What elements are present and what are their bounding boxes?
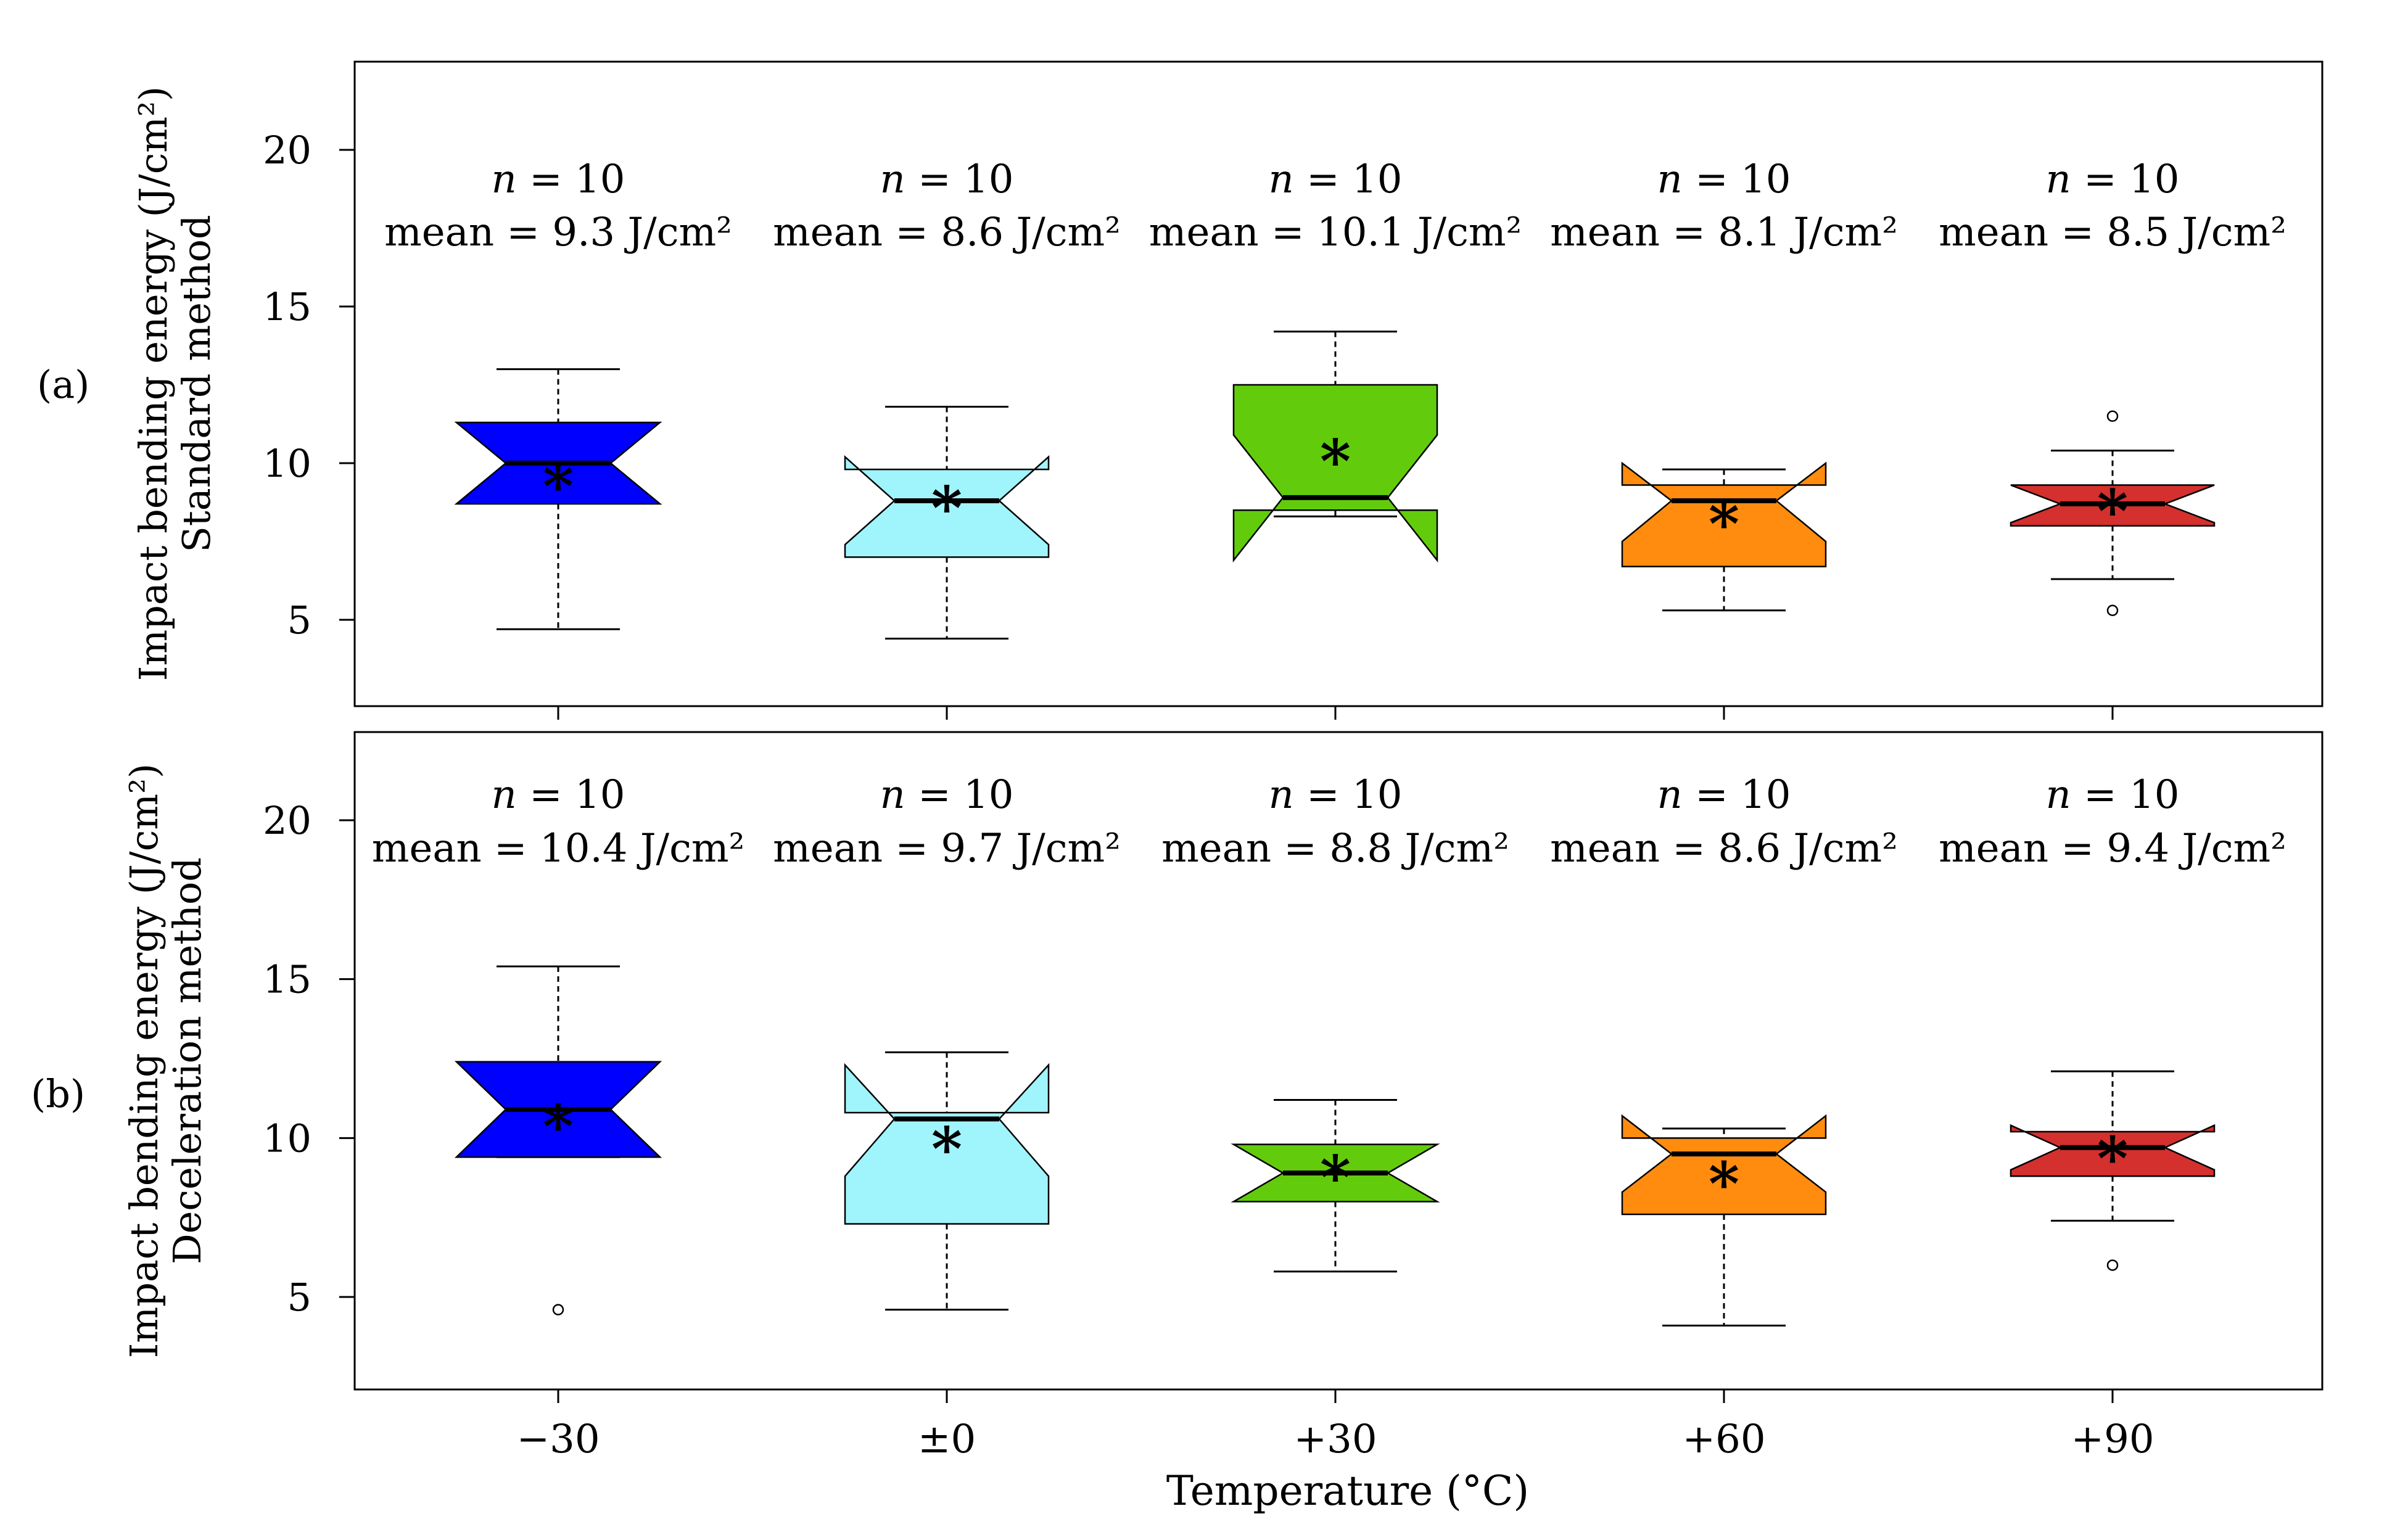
panel-a-groups: n = 10 mean = 9.3 J/cm² * n = 10 mean = 8.6 … <box>384 157 2286 640</box>
panel-a-mean-marker-5: * <box>2097 477 2128 546</box>
panel-a-mean-marker-2: * <box>931 474 962 543</box>
panel-b-n-label-5: n = 10 <box>2046 772 2180 818</box>
panel-a-mean-label-1: mean = 9.3 J/cm² <box>384 210 732 255</box>
xtick-label-1: −30 <box>516 1417 600 1462</box>
panel-b-group-3: n = 10 mean = 8.8 J/cm² * <box>1161 772 1509 1273</box>
panel-b-y-axis: 5 10 15 20 <box>263 798 355 1320</box>
xtick-label-2: ±0 <box>918 1417 976 1462</box>
panel-a-mean-label-5: mean = 8.5 J/cm² <box>1939 210 2286 255</box>
panel-b-mean-marker-5: * <box>2097 1124 2128 1193</box>
panel-a-outlier-5-1 <box>2106 604 2119 617</box>
panel-b-label: (b) <box>31 1071 85 1116</box>
panel-a-n-label-2: n = 10 <box>880 157 1014 202</box>
panel-a-box-2 <box>844 455 1050 558</box>
xtick-label-3: +30 <box>1293 1417 1377 1462</box>
panel-a-mean-marker-4: * <box>1709 490 1739 559</box>
panel-b-mean-label-3: mean = 8.8 J/cm² <box>1161 826 1509 871</box>
panel-b-mean-marker-2: * <box>931 1114 962 1184</box>
panel-a-ylabel-line1: Impact bending energy (J/cm²) <box>131 86 176 681</box>
panel-a-n-label-4: n = 10 <box>1657 157 1791 202</box>
panel-b-n-label-3: n = 10 <box>1269 772 1403 818</box>
xtick-label-4: +60 <box>1682 1417 1765 1462</box>
panel-a-n-label-1: n = 10 <box>492 157 625 202</box>
panel-a-mean-marker-3: * <box>1320 427 1351 496</box>
panel-a-ytick-label-15: 15 <box>263 284 311 329</box>
panel-b-outlier-1-1 <box>552 1304 564 1315</box>
panel-b: 5 10 15 20 Impact bending energy (J/cm²) De… <box>31 731 2323 1391</box>
panel-a-group-4: n = 10 mean = 8.1 J/cm² * <box>1550 157 1898 612</box>
panel-b-group-4: n = 10 mean = 8.6 J/cm² * <box>1550 772 1898 1327</box>
panel-b-group-5: n = 10 mean = 9.4 J/cm² * <box>1939 772 2286 1271</box>
panel-b-mean-marker-3: * <box>1320 1143 1351 1212</box>
panel-a-mean-label-4: mean = 8.1 J/cm² <box>1550 210 1898 255</box>
panel-a-mean-marker-1: * <box>543 452 574 522</box>
panel-b-ytick-label-20: 20 <box>263 798 311 843</box>
panel-b-n-label-1: n = 10 <box>492 772 625 818</box>
panel-b-ytick-label-5: 5 <box>287 1275 311 1320</box>
panel-a-outlier-5-2 <box>2106 410 2119 422</box>
panel-a-n-label-5: n = 10 <box>2046 157 2180 202</box>
x-axis: −30 ±0 +30 +60 +90 <box>516 706 2154 1462</box>
panel-b-ytick-label-10: 10 <box>263 1116 311 1161</box>
panel-b-ylabel-line1: Impact bending energy (J/cm²) <box>122 763 167 1358</box>
panel-b-mean-label-5: mean = 9.4 J/cm² <box>1939 826 2286 871</box>
panel-a-box-4 <box>1621 461 1827 567</box>
panel-b-n-label-4: n = 10 <box>1657 772 1791 818</box>
panel-b-group-2: n = 10 mean = 9.7 J/cm² * <box>773 772 1121 1311</box>
panel-a-mean-label-2: mean = 8.6 J/cm² <box>773 210 1121 255</box>
panel-a-group-3: n = 10 mean = 10.1 J/cm² * <box>1149 157 1522 563</box>
panel-b-n-label-2: n = 10 <box>880 772 1014 818</box>
panel-a-ylabel-line2: Standard method <box>174 215 219 552</box>
panel-a-frame <box>353 60 2323 707</box>
panel-a-ytick-label-10: 10 <box>263 441 311 486</box>
panel-a-y-axis: 5 10 15 20 <box>263 128 355 643</box>
panel-b-mean-label-2: mean = 9.7 J/cm² <box>773 826 1121 871</box>
panel-a-ytick-label-5: 5 <box>287 598 311 643</box>
panel-b-mean-marker-4: * <box>1709 1149 1739 1219</box>
x-axis-title: Temperature (°C) <box>1166 1467 1529 1515</box>
panel-b-ytick-label-15: 15 <box>263 957 311 1002</box>
panel-a-mean-label-3: mean = 10.1 J/cm² <box>1149 210 1522 255</box>
panel-b-mean-label-4: mean = 8.6 J/cm² <box>1550 826 1898 871</box>
xtick-label-5: +90 <box>2071 1417 2154 1462</box>
panel-b-group-1: n = 10 mean = 10.4 J/cm² * <box>372 772 745 1315</box>
panel-a-ytick-label-20: 20 <box>263 128 311 173</box>
panel-a-group-2: n = 10 mean = 8.6 J/cm² * <box>773 157 1121 640</box>
panel-b-box-4 <box>1621 1114 1827 1216</box>
panel-a-box-3 <box>1232 384 1438 563</box>
panel-b-frame <box>353 731 2323 1391</box>
panel-b-box-5 <box>2010 1124 2216 1177</box>
panel-b-mean-marker-1: * <box>543 1092 574 1162</box>
panel-b-mean-label-1: mean = 10.4 J/cm² <box>372 826 745 871</box>
panel-a-group-1: n = 10 mean = 9.3 J/cm² * <box>384 157 732 630</box>
panel-b-outlier-5-1 <box>2106 1259 2119 1271</box>
panel-b-box-2 <box>844 1063 1050 1225</box>
panel-b-ylabel-line2: Deceleration method <box>165 857 210 1264</box>
panel-a-group-5: n = 10 mean = 8.5 J/cm² * <box>1939 157 2286 617</box>
panel-a-label: (a) <box>37 362 89 407</box>
panel-b-groups: n = 10 mean = 10.4 J/cm² * n = 10 mean = 9.7… <box>372 772 2286 1327</box>
panel-a-n-label-3: n = 10 <box>1269 157 1403 202</box>
panel-a: 5 10 15 20 Impact bending energy (J/cm²) St… <box>37 60 2323 707</box>
